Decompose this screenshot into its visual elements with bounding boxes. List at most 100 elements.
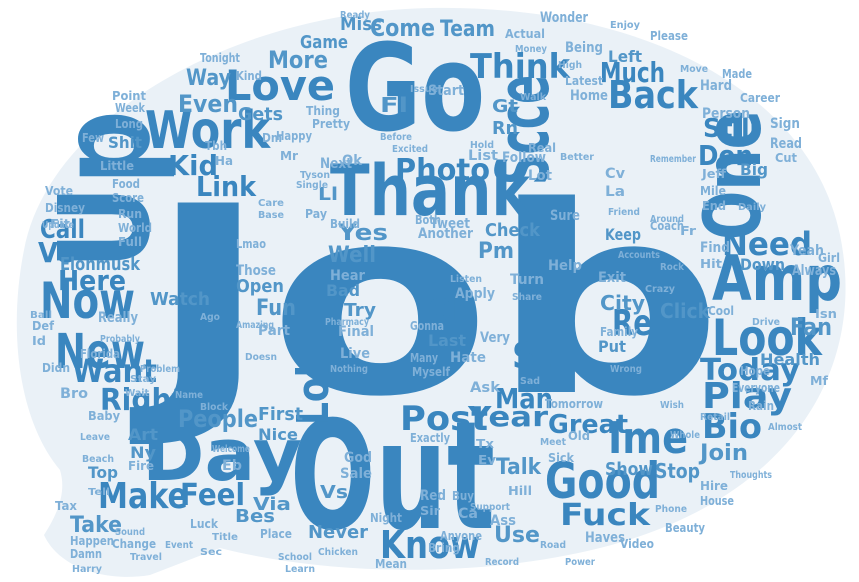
word-ime: Ime	[608, 413, 688, 464]
word-way: Way	[186, 66, 231, 91]
word-amp: Amp	[712, 242, 842, 315]
word-sign: Sign	[770, 116, 800, 132]
word-issue: Issue	[410, 84, 438, 95]
word-mf: Mf	[810, 374, 829, 388]
word-go: Go	[345, 20, 485, 159]
word-hold: Hold	[470, 140, 494, 151]
word-beauty: Beauty	[665, 521, 705, 535]
word-cool: Cool	[708, 304, 734, 318]
word-eb: Eb	[222, 458, 242, 474]
word-little: Little	[100, 159, 134, 173]
word-baby: Baby	[88, 409, 120, 423]
word-road: Road	[540, 540, 566, 551]
word-gt: Gt	[492, 96, 518, 117]
word-ny: Ny	[130, 443, 157, 462]
word-both: Both	[415, 213, 441, 227]
word-think: Think	[470, 47, 571, 87]
word-follow: Follow	[502, 150, 546, 166]
word-tax: Tax	[55, 499, 77, 513]
word-bes: Bes	[235, 506, 275, 527]
speech-bubble-shape	[16, 7, 846, 577]
word-share: Share	[512, 292, 542, 303]
word-crazy: Crazy	[645, 284, 675, 295]
word-kind: Kind	[236, 69, 262, 83]
word-kid: Kid	[168, 149, 218, 182]
word-look: Look	[712, 309, 823, 367]
word-latest: Latest	[565, 74, 603, 88]
word-nothing: Nothing	[330, 364, 368, 375]
word-ago: Ago	[200, 312, 220, 323]
word-world: World	[118, 221, 152, 235]
word-money: Money	[515, 44, 547, 55]
word-accounts: Accounts	[618, 250, 660, 261]
word-red: Red	[420, 488, 446, 504]
word-jeff: Jeff	[701, 167, 726, 181]
word-before: Before	[380, 132, 412, 143]
word-even: Even	[178, 90, 238, 118]
word-exactly: Exactly	[410, 431, 450, 445]
word-point: Point	[112, 89, 146, 103]
word-art: Art	[128, 425, 158, 444]
word-phone: Phone	[655, 504, 687, 515]
word-happy: Happy	[276, 129, 312, 143]
word-help: Help	[548, 258, 582, 274]
word-friend: Friend	[608, 207, 640, 218]
word-house: House	[700, 494, 734, 508]
word-power: Power	[565, 557, 595, 568]
word-career: Career	[740, 91, 780, 105]
word-whole: Whole	[670, 430, 700, 441]
word-sad: Sad	[520, 376, 540, 387]
word-place: Place	[260, 527, 292, 541]
word-watch: Watch	[150, 289, 210, 310]
word-fuck: Fuck	[560, 498, 651, 533]
word-almost: Almost	[768, 422, 802, 433]
word-please: Please	[650, 29, 688, 43]
word-st: St	[512, 336, 552, 377]
word-around: Around	[650, 214, 684, 225]
word-click: Click	[660, 299, 711, 323]
word-rain: Rain	[748, 399, 774, 413]
word-come: Come	[370, 14, 435, 42]
word-hire: Hire	[700, 479, 728, 493]
word-make: Make	[98, 476, 188, 517]
word-real: Real	[528, 141, 556, 155]
word-excited: Excited	[392, 144, 428, 155]
word-many: Many	[410, 351, 438, 365]
word-scce: Scce	[481, 75, 565, 185]
word-sound: Sound	[115, 527, 145, 538]
word-full: Full	[118, 235, 142, 249]
word-old: Old	[568, 429, 590, 443]
word-always: Always	[792, 263, 836, 279]
word-id: Id	[32, 334, 46, 348]
word-anyone: Anyone	[440, 529, 482, 543]
word-vs: Vs	[320, 482, 348, 503]
word-stay: Stay	[130, 374, 156, 385]
word-play: Play	[702, 376, 792, 417]
word-home: Home	[570, 88, 608, 104]
word-better: Better	[560, 152, 594, 163]
word-top: Top	[88, 463, 118, 482]
word-chicken: Chicken	[318, 547, 358, 558]
word-good: Good	[545, 452, 660, 510]
word-people: People	[178, 405, 258, 433]
word-ready: Ready	[340, 10, 370, 21]
word-luck: Luck	[190, 517, 219, 531]
word-welcome: Welcome	[212, 444, 250, 455]
word-night: Night	[370, 511, 402, 525]
word-person: Person	[702, 106, 750, 122]
word-tonight: Tonight	[200, 51, 240, 65]
word-walk: Walk	[520, 92, 546, 103]
word-new: New	[55, 324, 145, 380]
word-fit: Fit	[50, 217, 70, 231]
word-those: Those	[236, 263, 276, 279]
word-work: Work	[145, 101, 271, 161]
word-everyone: Everyone	[732, 381, 780, 395]
word-tbh: Tbh	[205, 139, 227, 153]
word-check: Check	[485, 220, 541, 241]
word-fan: Fan	[790, 313, 832, 341]
word-mile: Mile	[700, 184, 726, 198]
word-job: Job	[128, 152, 723, 454]
word-build: Build	[330, 217, 360, 231]
word-ha: Ha	[215, 154, 233, 168]
word-link: Link	[196, 170, 257, 203]
